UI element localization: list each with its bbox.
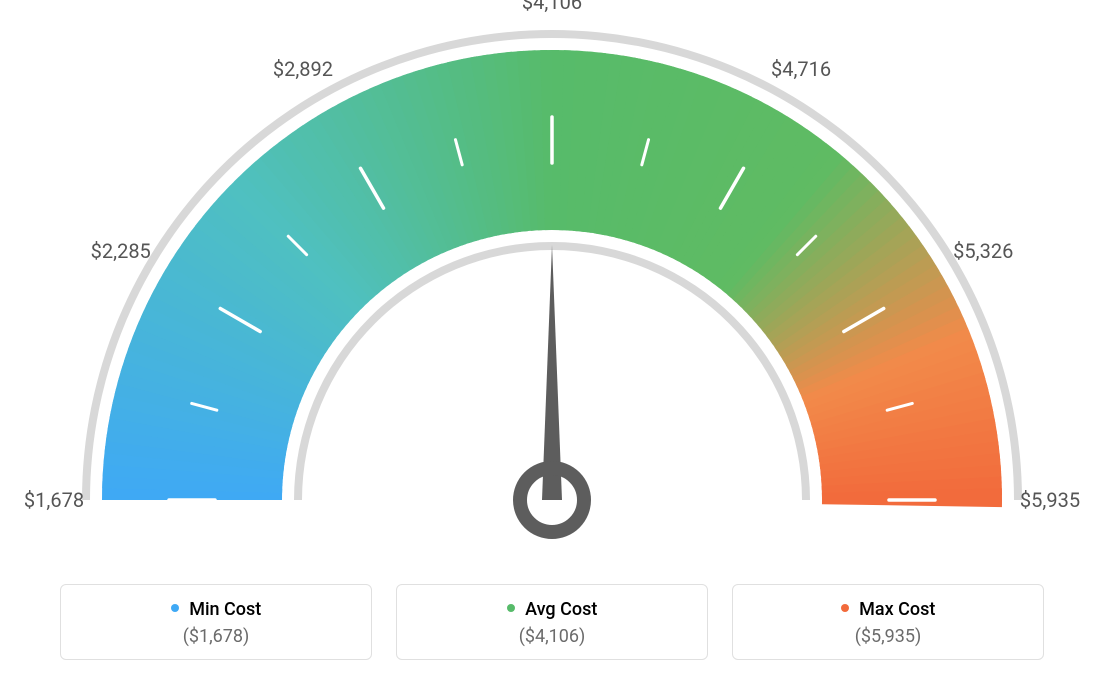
- gauge-area: $1,678 $2,285 $2,892 $4,106 $4,716 $5,326 $5,9…: [0, 0, 1104, 540]
- gauge-svg: [0, 0, 1104, 540]
- legend-card-max: Max Cost ($5,935): [732, 584, 1044, 660]
- legend-card-min: Min Cost ($1,678): [60, 584, 372, 660]
- legend-title-min: Min Cost: [71, 599, 361, 620]
- legend-label-max: Max Cost: [859, 599, 935, 620]
- gauge-scale-label: $2,892: [273, 57, 333, 81]
- legend-dot-avg: [507, 604, 515, 612]
- cost-gauge-chart: $1,678 $2,285 $2,892 $4,106 $4,716 $5,326 $5,9…: [0, 0, 1104, 690]
- legend-value-avg: ($4,106): [407, 626, 697, 647]
- legend-title-max: Max Cost: [743, 599, 1033, 620]
- gauge-scale-label: $4,716: [771, 57, 831, 81]
- legend-card-avg: Avg Cost ($4,106): [396, 584, 708, 660]
- gauge-scale-label: $5,935: [1020, 488, 1080, 512]
- legend-title-avg: Avg Cost: [407, 599, 697, 620]
- gauge-scale-label: $2,285: [91, 239, 151, 263]
- legend-value-max: ($5,935): [743, 626, 1033, 647]
- legend-dot-min: [171, 604, 179, 612]
- legend-label-min: Min Cost: [189, 599, 261, 620]
- legend-row: Min Cost ($1,678) Avg Cost ($4,106) Max …: [60, 584, 1044, 660]
- gauge-scale-label: $5,326: [953, 239, 1013, 263]
- gauge-scale-label: $1,678: [24, 488, 84, 512]
- legend-dot-max: [841, 604, 849, 612]
- legend-value-min: ($1,678): [71, 626, 361, 647]
- legend-label-avg: Avg Cost: [525, 599, 597, 620]
- gauge-scale-label: $4,106: [522, 0, 582, 14]
